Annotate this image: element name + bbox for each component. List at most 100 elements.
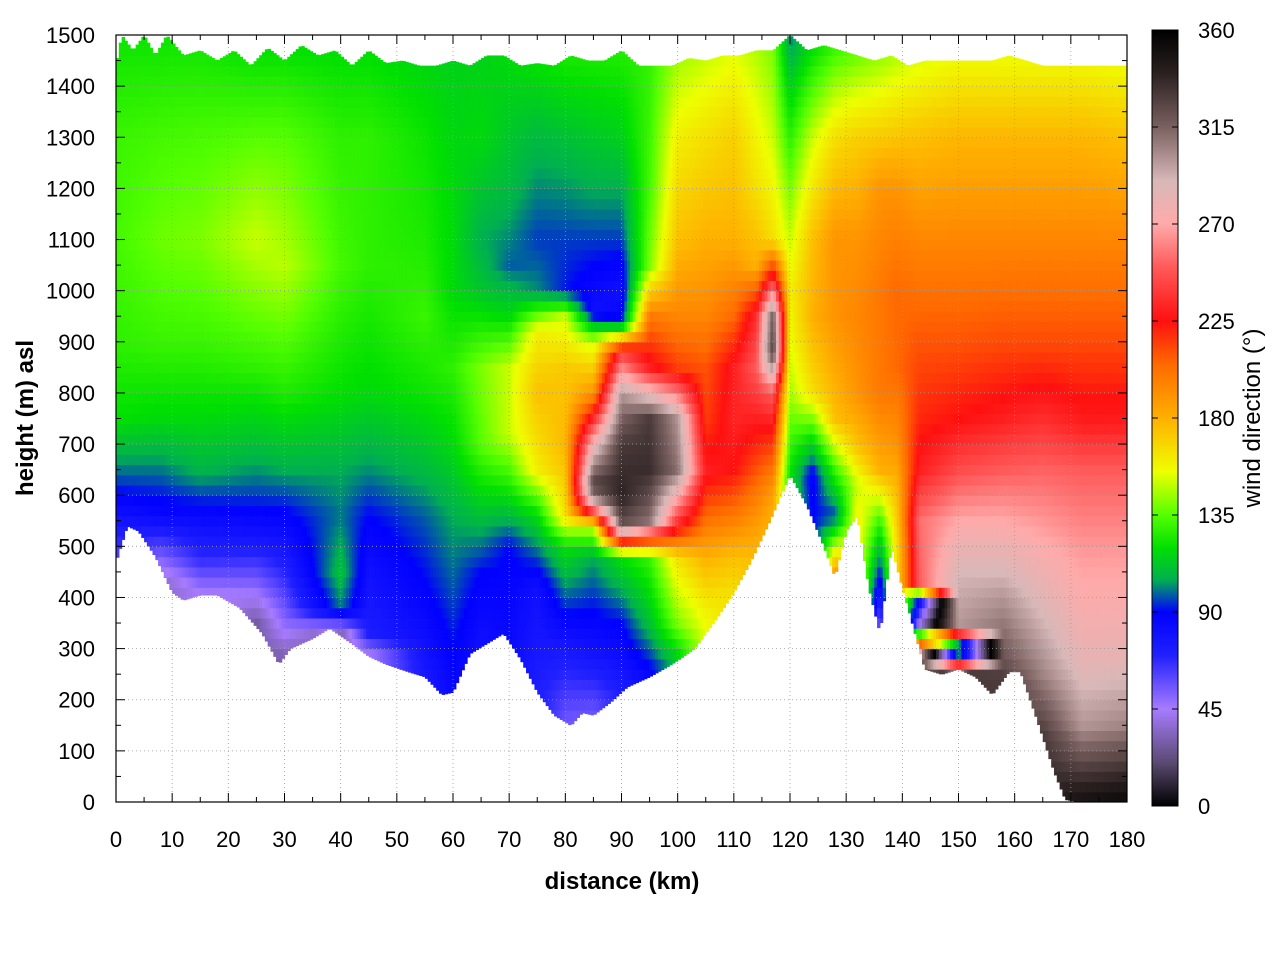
heatmap-cell — [169, 454, 173, 466]
heatmap-cell — [141, 167, 145, 179]
heatmap-cell — [152, 525, 156, 537]
heatmap-cell — [174, 280, 179, 292]
heatmap-cell — [130, 86, 134, 97]
heatmap-cell — [116, 116, 120, 128]
heatmap-cell — [166, 474, 170, 486]
heatmap-cell — [152, 392, 156, 404]
heatmap-cell — [138, 290, 142, 302]
heatmap-cell — [138, 300, 142, 312]
heatmap-cell — [163, 178, 168, 189]
heatmap-cell — [130, 48, 134, 57]
heatmap-cell — [160, 219, 165, 230]
heatmap-cell — [118, 423, 123, 435]
heatmap-cell — [144, 270, 148, 282]
heatmap-cell — [152, 86, 156, 97]
heatmap-cell — [118, 525, 123, 537]
heatmap-cell — [124, 249, 128, 261]
heatmap-cell — [166, 392, 170, 404]
heatmap-cell — [163, 300, 168, 312]
heatmap-cell — [118, 536, 123, 547]
heatmap-cell — [116, 280, 120, 292]
heatmap-cell — [158, 444, 162, 455]
heatmap-cell — [127, 423, 131, 435]
heatmap-cell — [141, 127, 145, 138]
heatmap-cell — [124, 362, 128, 374]
heatmap-cell — [116, 167, 120, 179]
heatmap-cell — [116, 147, 120, 159]
heatmap-cell — [127, 413, 131, 425]
heatmap-cell — [172, 86, 176, 97]
heatmap-cell — [124, 178, 128, 189]
heatmap-cell — [135, 454, 140, 466]
heatmap-cell — [172, 587, 176, 594]
heatmap-cell — [172, 157, 176, 169]
heatmap-cell — [163, 525, 168, 537]
heatmap-cell — [169, 403, 173, 414]
heatmap-cell — [141, 331, 145, 343]
heatmap-cell — [149, 116, 154, 128]
heatmap-cell — [132, 362, 137, 374]
heatmap-cell — [166, 546, 170, 558]
heatmap-cell — [124, 86, 128, 97]
heatmap-cell — [124, 505, 128, 517]
heatmap-cell — [121, 536, 126, 540]
heatmap-cell — [152, 116, 156, 128]
heatmap-cell — [141, 137, 145, 149]
heatmap-cell — [144, 167, 148, 179]
heatmap-cell — [121, 300, 126, 312]
heatmap-cell — [146, 96, 151, 108]
heatmap-cell — [138, 433, 142, 445]
heatmap-cell — [127, 147, 131, 159]
heatmap-cell — [146, 536, 151, 547]
heatmap-cell — [158, 106, 162, 118]
heatmap-cell — [132, 311, 137, 322]
heatmap-cell — [174, 546, 179, 558]
heatmap-cell — [146, 75, 151, 87]
heatmap-cell — [132, 259, 137, 271]
heatmap-cell — [149, 249, 154, 261]
heatmap-cell — [158, 290, 162, 302]
heatmap-cell — [135, 433, 140, 445]
heatmap-cell — [172, 229, 176, 241]
heatmap-cell — [158, 86, 162, 97]
heatmap-cell — [172, 546, 176, 558]
heatmap-cell — [121, 208, 126, 220]
heatmap-cell — [135, 157, 140, 169]
heatmap-cell — [116, 341, 120, 353]
heatmap-cell — [132, 65, 137, 77]
heatmap-cell — [155, 362, 159, 374]
heatmap-cell — [174, 188, 179, 200]
heatmap-cell — [144, 444, 148, 455]
heatmap-cell — [135, 55, 140, 67]
heatmap-cell — [127, 167, 131, 179]
heatmap-cell — [160, 249, 165, 261]
heatmap-cell — [180, 546, 184, 558]
heatmap-cell — [130, 239, 134, 251]
heatmap-cell — [152, 362, 156, 374]
heatmap-cell — [124, 157, 128, 169]
heatmap-cell — [127, 474, 131, 486]
heatmap-cell — [172, 341, 176, 353]
heatmap-cell — [160, 96, 165, 108]
heatmap-cell — [166, 423, 170, 435]
heatmap-cell — [127, 208, 131, 220]
heatmap-cell — [132, 352, 137, 363]
heatmap-cell — [116, 86, 120, 97]
heatmap-cell — [146, 352, 151, 363]
heatmap-cell — [146, 311, 151, 322]
heatmap-cell — [135, 86, 140, 97]
heatmap-cell — [138, 127, 142, 138]
heatmap-cell — [118, 249, 123, 261]
heatmap-cell — [174, 300, 179, 312]
heatmap-cell — [130, 198, 134, 210]
heatmap-cell — [127, 392, 131, 404]
heatmap-cell — [135, 116, 140, 128]
heatmap-cell — [155, 352, 159, 363]
heatmap-cell — [160, 42, 165, 46]
heatmap-cell — [127, 280, 131, 292]
heatmap-cell — [146, 372, 151, 384]
heatmap-cell — [132, 219, 137, 230]
heatmap-cell — [158, 167, 162, 179]
heatmap-cell — [163, 86, 168, 97]
heatmap-cell — [152, 178, 156, 189]
